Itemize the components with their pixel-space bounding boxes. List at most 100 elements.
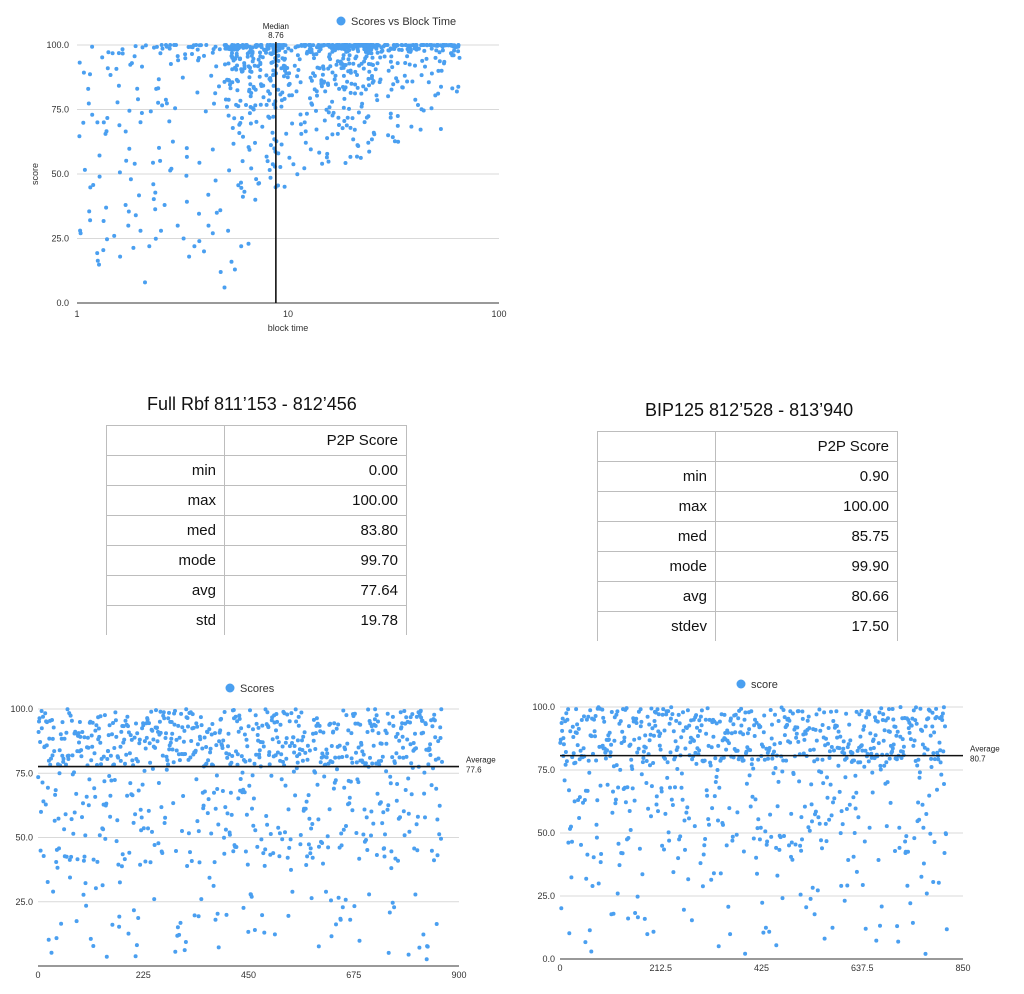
data-point <box>613 797 618 802</box>
data-point <box>239 754 244 759</box>
data-point <box>57 771 62 776</box>
data-point <box>874 938 879 943</box>
data-point <box>836 763 841 768</box>
data-point <box>348 154 353 159</box>
data-point <box>90 44 95 49</box>
data-point <box>166 716 171 721</box>
data-point <box>312 56 316 61</box>
data-point <box>141 723 146 728</box>
data-point <box>679 735 684 740</box>
data-point <box>213 178 218 183</box>
data-point <box>881 738 886 743</box>
data-point <box>716 944 721 949</box>
data-point <box>212 860 217 865</box>
data-point <box>829 709 833 714</box>
data-point <box>153 207 158 212</box>
data-point <box>679 785 684 790</box>
data-point <box>108 793 113 798</box>
data-point <box>248 69 253 74</box>
data-point <box>208 746 213 751</box>
data-point <box>43 711 48 716</box>
data-point <box>183 752 188 756</box>
data-point <box>376 731 381 736</box>
table-row: max 100.00 <box>106 485 407 516</box>
data-point <box>326 110 331 115</box>
data-point <box>346 57 351 62</box>
data-point <box>273 753 278 758</box>
data-point <box>866 759 871 764</box>
data-point <box>871 746 876 750</box>
data-point <box>395 43 400 48</box>
data-point <box>361 752 366 757</box>
data-point <box>187 254 192 259</box>
stat-value-cell: 99.90 <box>715 551 898 582</box>
data-point <box>434 48 439 53</box>
data-point <box>450 86 455 91</box>
data-point <box>417 945 422 950</box>
data-point <box>339 843 344 848</box>
data-point <box>437 59 442 64</box>
data-point <box>180 725 185 730</box>
data-point <box>385 711 390 716</box>
data-point <box>277 48 282 53</box>
data-point <box>638 724 643 729</box>
data-point <box>841 739 846 744</box>
data-point <box>166 762 170 767</box>
data-point <box>226 78 231 82</box>
data-point <box>339 831 344 836</box>
data-point <box>803 731 808 736</box>
data-point <box>267 753 271 757</box>
data-point <box>615 709 620 714</box>
stat-value-cell: 19.78 <box>224 605 407 635</box>
data-point <box>107 774 112 778</box>
data-point <box>156 781 161 785</box>
data-point <box>386 68 391 73</box>
data-point <box>92 786 97 791</box>
data-point <box>263 707 268 712</box>
data-point <box>226 113 231 118</box>
data-point <box>384 769 389 774</box>
data-point <box>394 734 398 739</box>
data-point <box>923 724 928 729</box>
data-point <box>906 849 910 854</box>
data-point <box>95 120 100 125</box>
data-point <box>366 140 371 145</box>
data-point <box>798 843 803 848</box>
data-point <box>397 755 402 760</box>
data-point <box>588 708 593 713</box>
data-point <box>562 778 567 783</box>
data-point <box>167 119 172 124</box>
data-point <box>180 829 184 833</box>
data-point <box>920 802 925 807</box>
data-point <box>279 777 284 782</box>
data-point <box>616 785 621 790</box>
data-point <box>724 843 729 848</box>
data-point <box>789 811 794 816</box>
data-point <box>345 79 350 84</box>
data-point <box>887 729 892 734</box>
data-point <box>440 43 445 47</box>
data-point <box>914 705 918 710</box>
data-point <box>704 788 709 793</box>
table-row: min 0.90 <box>597 461 898 492</box>
data-point <box>394 751 399 756</box>
data-point <box>306 793 311 798</box>
data-point <box>640 760 645 765</box>
data-point <box>158 51 163 56</box>
data-point <box>930 724 935 729</box>
data-point <box>585 852 590 857</box>
data-point <box>268 51 273 56</box>
data-point <box>48 762 53 767</box>
data-point <box>793 842 798 847</box>
data-point <box>598 860 603 865</box>
data-point <box>647 722 652 727</box>
data-point <box>64 730 69 735</box>
data-point <box>116 755 121 760</box>
scatter-points <box>77 43 462 290</box>
data-point <box>83 881 88 886</box>
data-point <box>262 930 267 935</box>
data-point <box>375 791 380 796</box>
data-point <box>284 756 289 761</box>
data-point <box>276 825 281 830</box>
data-point <box>353 56 358 61</box>
